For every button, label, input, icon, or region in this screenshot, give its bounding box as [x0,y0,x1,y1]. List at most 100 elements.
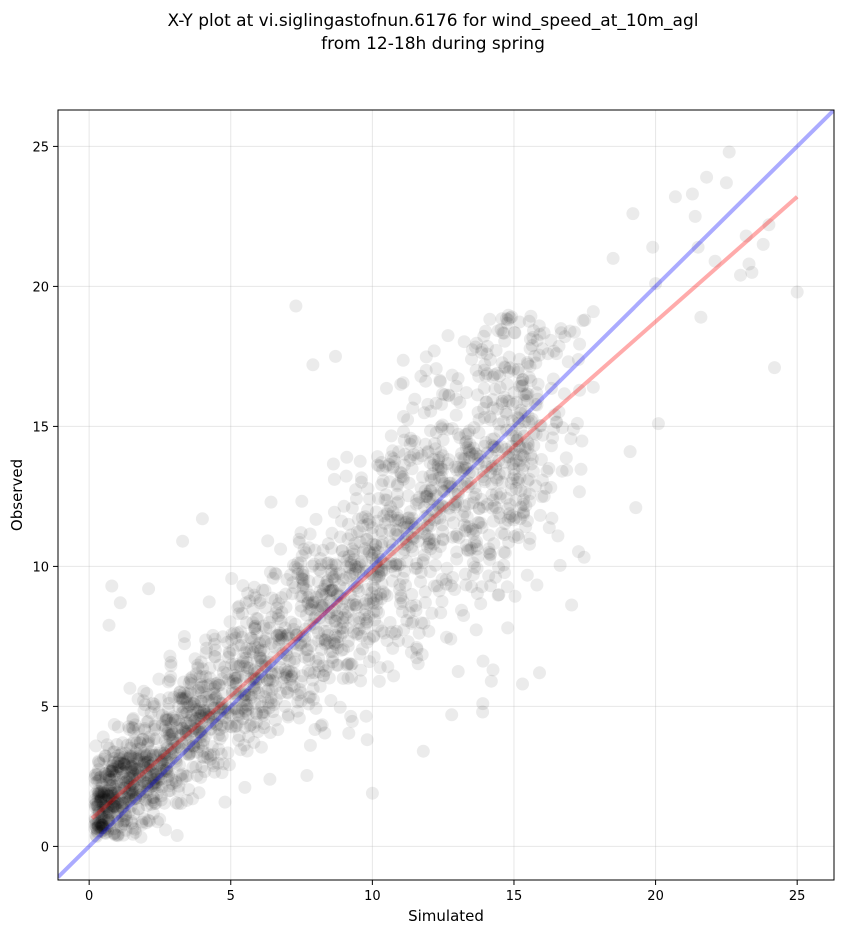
scatter-point [140,715,154,729]
scatter-point [201,679,215,693]
scatter-point [253,593,267,607]
scatter-point [237,738,251,752]
scatter-point [132,802,146,816]
scatter-point [213,723,227,736]
scatter-point [269,713,282,727]
scatter-point [296,573,310,587]
scatter-point [228,668,242,682]
scatter-point [253,649,267,663]
scatter-point [326,584,340,598]
scatter-point [238,780,252,794]
scatter-point [386,538,399,552]
scatter-point [434,462,448,476]
scatter-point [207,701,221,715]
scatter-point [163,728,177,742]
scatter-point [441,457,455,470]
scatter-point [328,557,342,571]
scatter-point [503,450,516,464]
scatter-point [539,481,553,495]
scatter-point [146,757,160,770]
scatter-point [483,312,497,326]
scatter-point [193,736,207,750]
scatter-point [359,564,373,578]
scatter-point [215,729,229,743]
scatter-point [122,787,136,801]
scatter-point [176,693,190,707]
scatter-point [195,706,209,720]
scatter-point [102,754,116,768]
scatter-point [396,376,410,390]
scatter-point [565,598,579,612]
scatter-point [540,464,554,478]
scatter-point [495,475,509,489]
scatter-point [366,579,380,593]
scatter-point [173,729,187,743]
scatter-point [115,766,129,780]
scatter-point [191,661,205,675]
scatter-point [91,790,105,804]
scatter-point [124,764,138,778]
scatter-point [292,711,306,725]
scatter-point [273,626,287,640]
scatter-point [410,493,424,507]
scatter-point [333,589,347,603]
scatter-point [101,768,115,782]
scatter-point [400,554,414,568]
scatter-point [238,646,252,660]
scatter-point [572,545,585,559]
scatter-point [254,651,268,665]
scatter-point [422,624,436,638]
scatter-point [129,746,143,760]
scatter-point [191,705,205,718]
scatter-point [420,540,434,554]
scatter-point [386,460,400,474]
scatter-point [133,790,147,804]
scatter-point [455,603,468,617]
scatter-point [197,711,210,725]
scatter-point [402,476,416,490]
scatter-point [202,710,215,724]
scatter-point [212,742,225,756]
scatter-point [118,757,132,771]
scatter-point [722,145,736,159]
scatter-point [161,769,175,783]
scatter-point [137,684,151,698]
scatter-point [336,615,350,629]
scatter-point [416,744,430,758]
scatter-point [164,743,178,757]
scatter-point [168,713,182,727]
scatter-point [337,592,351,606]
scatter-point [116,802,130,815]
scatter-point [194,708,208,722]
scatter-point [566,422,580,436]
scatter-point [507,326,521,339]
scatter-point [441,329,455,343]
scatter-point [184,699,198,713]
scatter-point [130,742,144,756]
scatter-point [149,778,163,792]
scatter-point [359,709,373,723]
scatter-point [371,550,385,564]
scatter-point [291,567,305,581]
scatter-point [264,696,278,710]
scatter-point [379,459,393,473]
scatter-point [88,798,102,812]
scatter-point [475,521,489,534]
scatter-point [391,558,405,572]
scatter-point [478,439,492,453]
scatter-point [388,559,402,573]
scatter-point [518,405,532,419]
scatter-point [435,422,449,436]
scatter-point [186,739,200,753]
scatter-point [458,505,472,519]
scatter-point [118,758,131,772]
scatter-point [480,339,494,353]
scatter-point [244,642,258,656]
scatter-point [311,634,325,648]
scatter-point [290,644,304,658]
scatter-point [103,788,117,802]
scatter-point [99,801,113,815]
scatter-point [403,453,417,467]
scatter-point [331,609,345,623]
scatter-point [148,778,162,792]
